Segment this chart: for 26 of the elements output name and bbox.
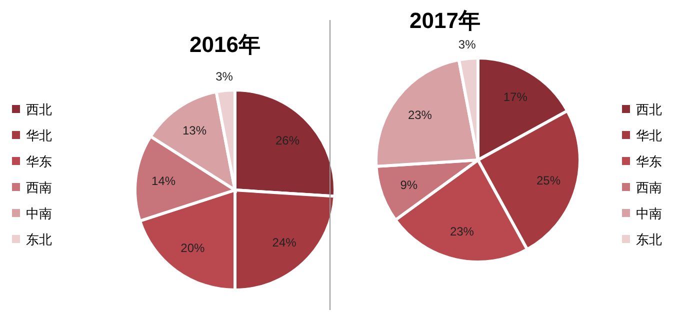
legend-label: 东北 <box>636 233 662 248</box>
data-label: 26% <box>275 134 300 148</box>
chart-title: 2016年 <box>190 32 260 57</box>
data-label: 23% <box>450 224 474 239</box>
legend-label: 中南 <box>26 207 52 222</box>
legend-label: 西南 <box>26 181 52 196</box>
data-label: 9% <box>400 178 418 192</box>
legend-label: 西北 <box>636 103 662 118</box>
data-label: 3% <box>216 70 234 84</box>
legend-label: 东北 <box>26 233 52 248</box>
data-label: 20% <box>180 241 206 256</box>
legend-label: 西北 <box>26 103 52 118</box>
data-label: 17% <box>503 90 528 104</box>
data-label: 3% <box>458 38 476 52</box>
legend-label: 华北 <box>636 129 662 144</box>
legend-label: 中南 <box>636 207 662 222</box>
data-label: 23% <box>408 108 432 122</box>
data-label: 25% <box>536 173 561 188</box>
legend-label: 华北 <box>26 129 52 144</box>
data-label: 14% <box>152 174 176 188</box>
legend-label: 华东 <box>636 155 662 170</box>
legend-label: 西南 <box>636 181 662 196</box>
data-label: 13% <box>182 123 207 138</box>
data-label: 24% <box>272 235 297 250</box>
chart-title: 2017年 <box>410 8 480 33</box>
legend-label: 华东 <box>26 155 52 170</box>
